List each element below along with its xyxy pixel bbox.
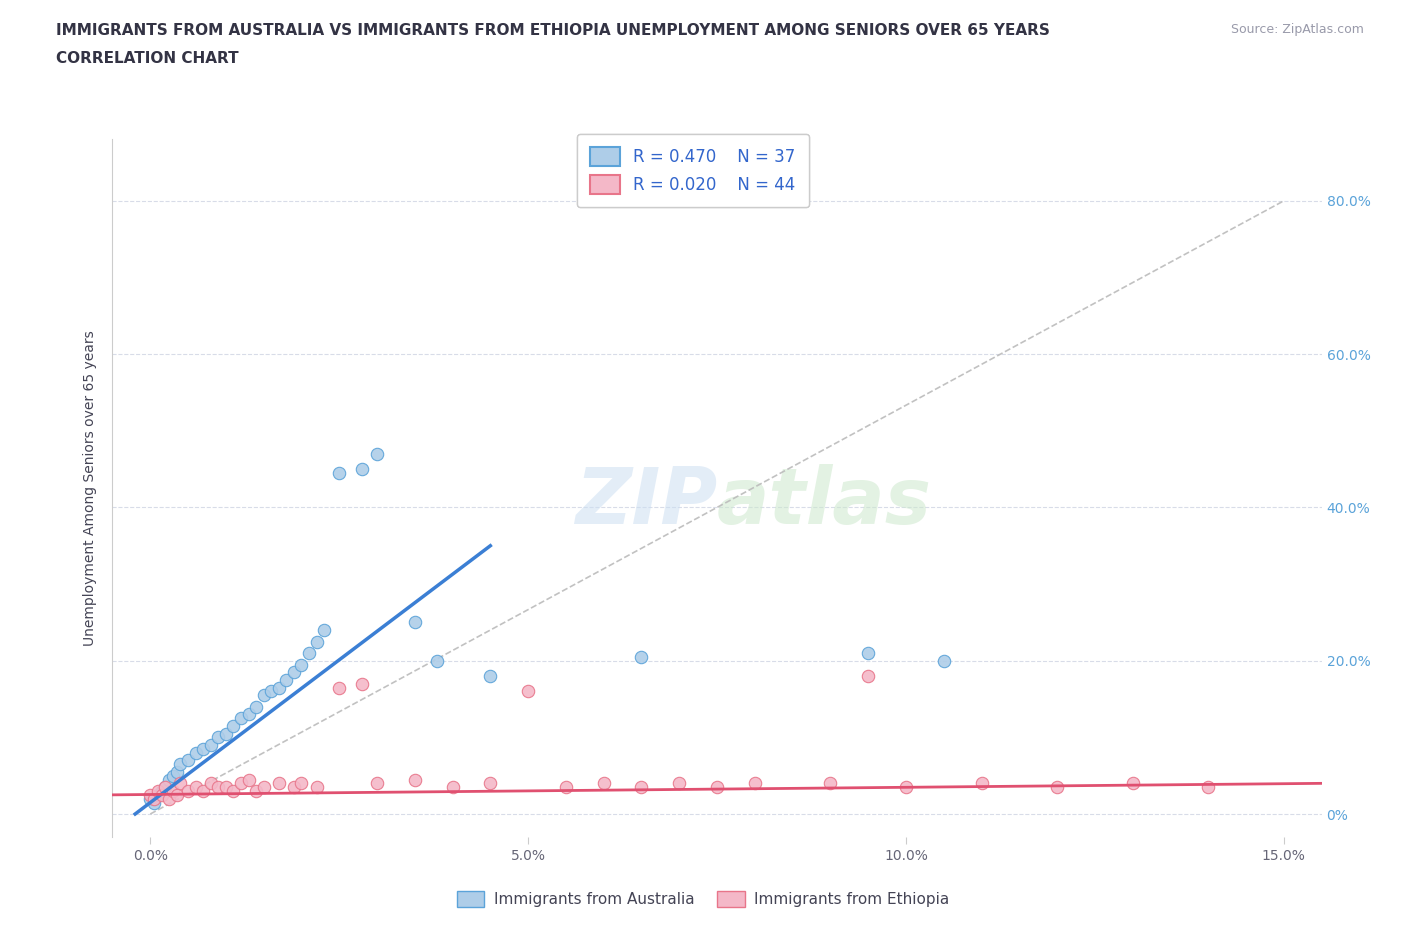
Text: ZIP: ZIP (575, 464, 717, 540)
Point (894, 779, 917, 794)
Point (162, 768, 184, 783)
Point (139, 788, 162, 803)
Point (554, 779, 576, 794)
Point (350, 461, 373, 476)
Point (184, 745, 207, 760)
Point (245, 699, 267, 714)
Point (166, 764, 188, 779)
Point (169, 757, 191, 772)
Point (744, 776, 766, 790)
Point (155, 779, 177, 794)
Point (856, 645, 880, 660)
Point (283, 665, 305, 680)
Point (350, 676, 373, 691)
Point (229, 776, 252, 790)
Point (253, 688, 276, 703)
Point (404, 615, 426, 630)
Point (328, 466, 350, 481)
Point (177, 753, 200, 768)
Point (191, 741, 215, 756)
Point (253, 779, 276, 794)
Point (820, 776, 842, 790)
Legend: Immigrants from Australia, Immigrants from Ethiopia: Immigrants from Australia, Immigrants fr… (451, 884, 955, 913)
Point (1122, 776, 1144, 790)
Point (260, 684, 283, 698)
Y-axis label: Unemployment Among Seniors over 65 years: Unemployment Among Seniors over 65 years (83, 330, 97, 646)
Point (404, 772, 426, 787)
Point (479, 669, 502, 684)
Point (312, 622, 335, 637)
Point (441, 779, 464, 794)
Point (305, 634, 328, 649)
Point (166, 788, 188, 803)
Point (150, 784, 173, 799)
Point (328, 680, 350, 695)
Point (177, 784, 200, 799)
Point (184, 779, 207, 794)
Legend: R = 0.470    N = 37, R = 0.020    N = 44: R = 0.470 N = 37, R = 0.020 N = 44 (576, 134, 808, 207)
Point (238, 772, 260, 787)
Point (706, 779, 728, 794)
Point (222, 718, 245, 733)
Point (215, 726, 238, 741)
Point (267, 680, 290, 695)
Point (290, 776, 312, 790)
Point (162, 784, 184, 799)
Point (139, 791, 162, 806)
Point (143, 795, 166, 810)
Point (157, 791, 180, 806)
Point (1046, 779, 1069, 794)
Text: CORRELATION CHART: CORRELATION CHART (56, 51, 239, 66)
Point (630, 649, 652, 664)
Point (668, 776, 690, 790)
Point (932, 653, 955, 668)
Point (146, 788, 169, 803)
Point (267, 776, 290, 790)
Point (298, 645, 321, 660)
Point (426, 653, 449, 668)
Point (856, 669, 880, 684)
Point (155, 779, 177, 794)
Point (215, 779, 238, 794)
Point (479, 776, 502, 790)
Point (157, 772, 180, 787)
Point (238, 707, 260, 722)
Point (207, 730, 229, 745)
Point (305, 779, 328, 794)
Point (517, 684, 540, 698)
Text: atlas: atlas (717, 464, 932, 540)
Point (245, 784, 267, 799)
Point (200, 776, 222, 790)
Point (207, 779, 229, 794)
Point (290, 658, 312, 672)
Point (143, 791, 166, 806)
Point (283, 779, 305, 794)
Point (630, 779, 652, 794)
Point (191, 784, 215, 799)
Point (366, 446, 388, 461)
Point (229, 711, 252, 725)
Point (200, 737, 222, 752)
Text: IMMIGRANTS FROM AUSTRALIA VS IMMIGRANTS FROM ETHIOPIA UNEMPLOYMENT AMONG SENIORS: IMMIGRANTS FROM AUSTRALIA VS IMMIGRANTS … (56, 23, 1050, 38)
Point (592, 776, 614, 790)
Point (150, 788, 173, 803)
Point (222, 784, 245, 799)
Point (276, 672, 298, 687)
Point (366, 776, 388, 790)
Point (970, 776, 993, 790)
Text: Source: ZipAtlas.com: Source: ZipAtlas.com (1230, 23, 1364, 36)
Point (1197, 779, 1219, 794)
Point (146, 784, 169, 799)
Point (169, 776, 191, 790)
